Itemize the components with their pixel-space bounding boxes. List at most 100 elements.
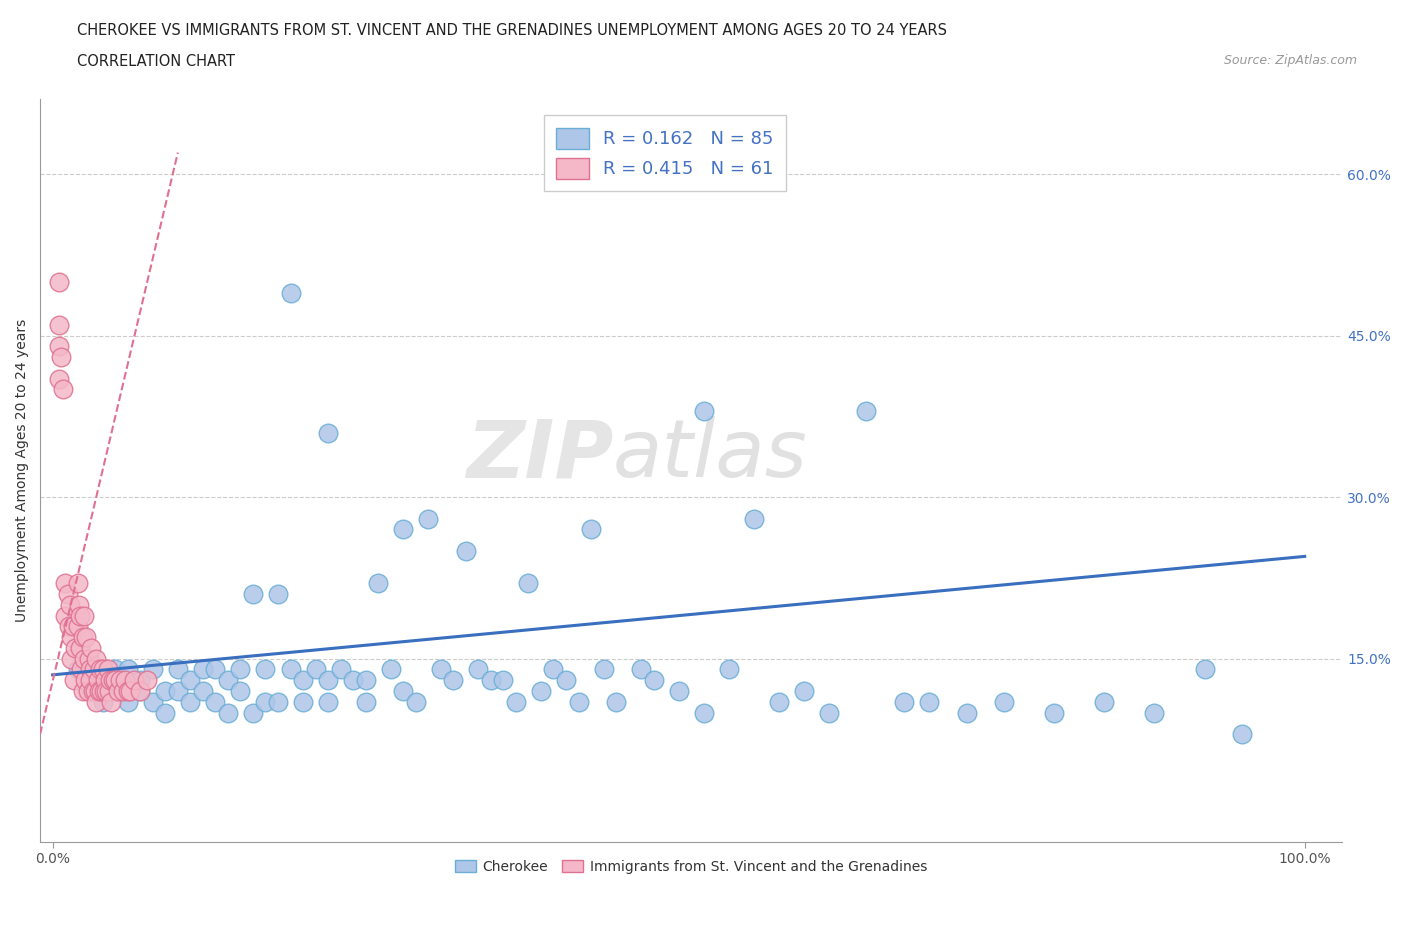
Point: [76, 684, 98, 698]
Point: [267, 587, 290, 602]
Text: Source: ZipAtlas.com: Source: ZipAtlas.com: [1223, 54, 1357, 67]
Point: [1043, 705, 1066, 720]
Point: [104, 662, 127, 677]
Point: [229, 662, 252, 677]
Point: [467, 662, 489, 677]
Point: [51, 350, 73, 365]
Point: [58, 619, 80, 634]
Point: [492, 672, 515, 687]
Point: [316, 672, 339, 687]
Point: [956, 705, 979, 720]
Point: [254, 695, 277, 710]
Point: [96, 684, 118, 698]
Point: [254, 662, 277, 677]
Point: [101, 672, 124, 687]
Point: [70, 662, 93, 677]
Point: [98, 672, 121, 687]
Point: [217, 672, 239, 687]
Point: [53, 608, 76, 623]
Point: [418, 512, 440, 526]
Point: [155, 684, 177, 698]
Point: [1230, 726, 1253, 741]
Text: CHEROKEE VS IMMIGRANTS FROM ST. VINCENT AND THE GRENADINES UNEMPLOYMENT AMONG AG: CHEROKEE VS IMMIGRANTS FROM ST. VINCENT …: [77, 23, 948, 38]
Point: [643, 672, 665, 687]
Point: [69, 608, 91, 623]
Point: [191, 662, 214, 677]
Point: [204, 662, 226, 677]
Point: [60, 651, 83, 666]
Point: [48, 371, 70, 386]
Point: [179, 695, 201, 710]
Point: [354, 695, 377, 710]
Point: [117, 684, 139, 698]
Point: [1143, 705, 1166, 720]
Point: [63, 672, 86, 687]
Point: [107, 684, 129, 698]
Point: [79, 662, 101, 677]
Point: [304, 662, 326, 677]
Point: [48, 339, 70, 353]
Point: [63, 641, 86, 656]
Point: [72, 684, 94, 698]
Point: [69, 641, 91, 656]
Point: [66, 662, 89, 677]
Point: [129, 672, 152, 687]
Point: [73, 651, 96, 666]
Point: [66, 619, 89, 634]
Point: [122, 672, 145, 687]
Point: [75, 672, 97, 687]
Point: [97, 662, 120, 677]
Point: [100, 695, 122, 710]
Point: [280, 286, 302, 300]
Point: [543, 662, 565, 677]
Point: [90, 684, 112, 698]
Point: [66, 576, 89, 591]
Point: [280, 662, 302, 677]
Point: [94, 672, 117, 687]
Point: [98, 684, 121, 698]
Point: [191, 684, 214, 698]
Point: [392, 684, 415, 698]
Point: [72, 630, 94, 644]
Point: [179, 672, 201, 687]
Point: [104, 672, 127, 687]
Point: [84, 684, 107, 698]
Point: [855, 404, 877, 418]
Point: [62, 619, 84, 634]
Point: [993, 695, 1015, 710]
Point: [142, 662, 165, 677]
Point: [267, 695, 290, 710]
Point: [91, 695, 114, 710]
Point: [129, 684, 152, 698]
Point: [316, 695, 339, 710]
Point: [60, 630, 83, 644]
Point: [441, 672, 464, 687]
Point: [120, 684, 142, 698]
Point: [818, 705, 841, 720]
Point: [56, 587, 79, 602]
Point: [111, 684, 134, 698]
Point: [93, 684, 115, 698]
Point: [87, 684, 110, 698]
Point: [405, 695, 427, 710]
Point: [229, 684, 252, 698]
Point: [342, 672, 364, 687]
Point: [59, 597, 82, 612]
Point: [117, 662, 139, 677]
Point: [1092, 695, 1115, 710]
Point: [77, 651, 100, 666]
Y-axis label: Unemployment Among Ages 20 to 24 years: Unemployment Among Ages 20 to 24 years: [15, 319, 30, 622]
Point: [668, 684, 690, 698]
Point: [73, 608, 96, 623]
Point: [292, 672, 315, 687]
Point: [793, 684, 815, 698]
Point: [142, 695, 165, 710]
Point: [135, 672, 157, 687]
Point: [82, 684, 104, 698]
Point: [316, 425, 339, 440]
Point: [86, 695, 108, 710]
Point: [79, 672, 101, 687]
Point: [479, 672, 502, 687]
Point: [579, 522, 602, 537]
Point: [242, 587, 264, 602]
